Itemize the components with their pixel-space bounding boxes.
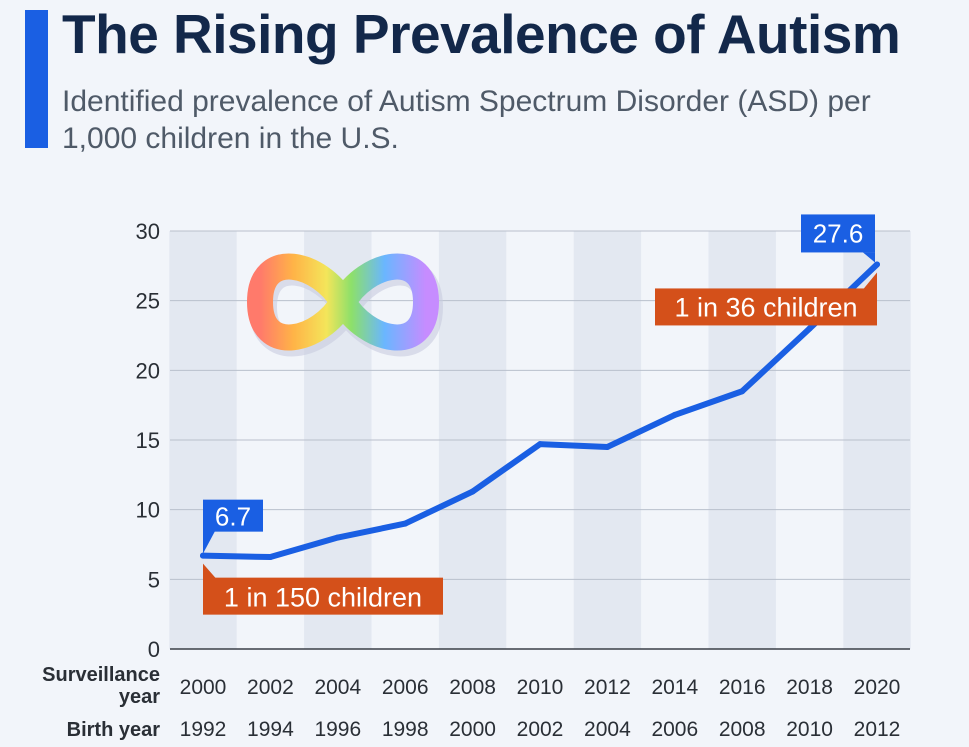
end-value-box bbox=[801, 214, 875, 253]
end-note-label: 1 in 36 children bbox=[674, 292, 857, 322]
y-tick-label: 25 bbox=[136, 289, 160, 314]
x-tick-birth-year: 2012 bbox=[854, 718, 901, 741]
y-tick-label: 15 bbox=[136, 428, 160, 453]
x-tick-surveillance-year: 2002 bbox=[247, 676, 294, 699]
y-tick-label: 10 bbox=[136, 498, 160, 523]
y-tick-label: 5 bbox=[148, 567, 160, 592]
x-tick-birth-year: 1998 bbox=[382, 718, 429, 741]
x-tick-surveillance-year: 2018 bbox=[786, 676, 833, 699]
x-tick-surveillance-year: 2010 bbox=[517, 676, 564, 699]
end-value-pointer bbox=[863, 252, 875, 263]
x-tick-birth-year: 2010 bbox=[786, 718, 833, 741]
x-tick-birth-year: 2008 bbox=[719, 718, 766, 741]
data-point bbox=[200, 552, 206, 559]
x-tick-surveillance-year: 2014 bbox=[651, 676, 698, 699]
row-label-surveillance: Surveillance year bbox=[42, 664, 160, 708]
start-value-label: 6.7 bbox=[215, 502, 251, 532]
data-point bbox=[806, 325, 813, 332]
data-point bbox=[537, 441, 543, 448]
end-value-label: 27.6 bbox=[813, 218, 864, 248]
chart-title: The Rising Prevalence of Autism bbox=[62, 3, 901, 65]
start-note-box bbox=[203, 577, 443, 615]
end-note-pointer bbox=[863, 272, 877, 290]
x-tick-surveillance-year: 2008 bbox=[449, 676, 496, 699]
x-tick-birth-year: 1994 bbox=[247, 718, 294, 741]
row-label-birth-year: Birth year bbox=[67, 719, 161, 741]
x-tick-surveillance-year: 2020 bbox=[854, 676, 901, 699]
chart-subtitle: Identified prevalence of Autism Spectrum… bbox=[62, 85, 871, 155]
data-point bbox=[469, 488, 476, 495]
x-tick-surveillance-year: 2006 bbox=[382, 676, 429, 699]
x-tick-surveillance-year: 2016 bbox=[719, 676, 766, 699]
x-tick-birth-year: 1996 bbox=[314, 718, 361, 741]
x-tick-surveillance-year: 2012 bbox=[584, 676, 631, 699]
x-tick-surveillance-year: 2000 bbox=[180, 676, 227, 699]
end-note-box bbox=[655, 288, 877, 326]
x-tick-birth-year: 1992 bbox=[180, 718, 227, 741]
x-tick-birth-year: 2000 bbox=[449, 718, 496, 741]
data-point bbox=[671, 411, 678, 418]
x-tick-birth-year: 2006 bbox=[651, 718, 698, 741]
x-tick-birth-year: 2002 bbox=[517, 718, 564, 741]
data-point bbox=[739, 388, 746, 395]
y-tick-label: 20 bbox=[136, 358, 160, 383]
data-point bbox=[604, 443, 611, 450]
data-point bbox=[402, 520, 409, 527]
data-point bbox=[874, 261, 880, 268]
x-tick-surveillance-year: 2004 bbox=[314, 676, 361, 699]
data-point bbox=[267, 554, 274, 561]
start-note-pointer bbox=[203, 563, 217, 580]
accent-bar bbox=[25, 10, 48, 148]
y-tick-label: 30 bbox=[136, 219, 160, 244]
data-point bbox=[334, 534, 341, 541]
y-tick-label: 0 bbox=[148, 637, 160, 662]
rainbow-infinity-icon bbox=[246, 253, 444, 357]
start-value-box bbox=[203, 499, 263, 532]
start-note-label: 1 in 150 children bbox=[224, 583, 422, 613]
x-tick-birth-year: 2004 bbox=[584, 718, 631, 741]
